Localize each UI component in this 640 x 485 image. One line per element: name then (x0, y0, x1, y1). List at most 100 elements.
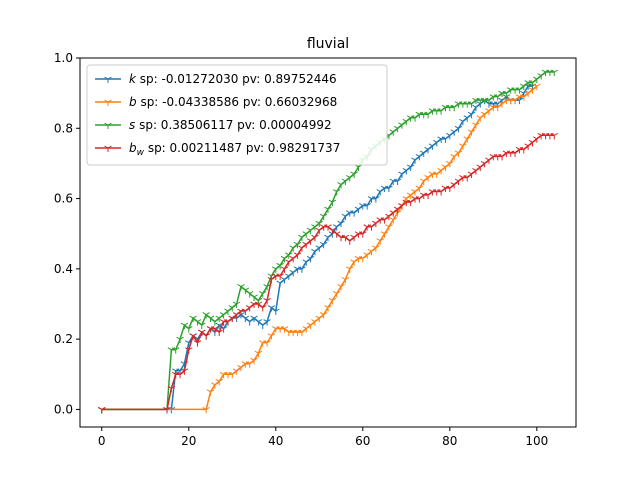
legend-box (86, 64, 388, 166)
data-point-k-19 (245, 319, 254, 326)
data-point-k-54 (398, 171, 406, 178)
data-point-b-19 (280, 326, 289, 333)
x-tick-label: 40 (268, 434, 283, 448)
data-point-b-40 (372, 245, 380, 252)
data-point-k-61 (428, 143, 437, 150)
data-point-k-27 (280, 276, 289, 284)
data-point-s-5 (180, 322, 189, 330)
data-point-k-64 (441, 136, 450, 143)
data-point-bw-17 (232, 312, 241, 319)
series-bw (98, 132, 558, 414)
data-point-bw-51 (380, 217, 389, 224)
data-point-k-32 (302, 259, 310, 266)
data-point-bw-9 (198, 329, 206, 337)
legend-marker (104, 76, 112, 83)
data-point-b-31 (332, 291, 341, 298)
data-point-bw-86 (533, 136, 541, 143)
data-point-bw-40 (332, 231, 341, 238)
data-point-s-16 (228, 305, 237, 312)
data-point-s-71 (467, 101, 476, 108)
data-point-s-6 (185, 326, 193, 333)
data-point-b-51 (419, 178, 428, 185)
data-point-bw-36 (315, 227, 324, 235)
data-point-s-85 (528, 80, 537, 87)
data-point-k-68 (459, 118, 467, 126)
data-point-s-11 (206, 315, 215, 323)
data-point-s-18 (237, 283, 245, 291)
data-point-s-35 (311, 224, 319, 231)
data-point-bw-5 (180, 368, 189, 375)
data-point-bw-34 (306, 238, 315, 245)
data-point-bw-75 (485, 157, 493, 164)
data-point-bw-48 (367, 224, 376, 231)
data-point-b-9 (237, 364, 245, 372)
data-point-s-19 (241, 287, 250, 294)
data-point-k-36 (319, 241, 328, 249)
data-point-s-64 (437, 108, 445, 115)
data-point-s-31 (293, 241, 302, 249)
data-point-s-83 (520, 83, 528, 91)
data-point-s-8 (193, 319, 202, 326)
data-point-b-54 (433, 171, 441, 178)
data-point-s-20 (245, 291, 254, 298)
data-point-b-41 (376, 238, 384, 245)
x-axis: 0 20 40 60 80 100 (98, 427, 548, 448)
data-point-b-56 (441, 164, 450, 171)
data-point-b-33 (341, 276, 350, 284)
data-point-k-26 (276, 280, 284, 287)
data-point-b-35 (350, 259, 358, 266)
x-tick-label: 60 (355, 434, 370, 448)
data-point-k-25 (272, 308, 280, 316)
data-point-b-69 (498, 101, 506, 108)
data-point-k-18 (241, 315, 250, 323)
data-point-k-48 (372, 196, 380, 203)
data-point-b-1 (202, 406, 210, 414)
data-point-b-58 (450, 153, 458, 161)
data-point-b-76 (528, 87, 537, 94)
data-point-k-44 (354, 206, 363, 214)
data-point-k-22 (258, 322, 267, 330)
data-point-s-7 (189, 315, 197, 323)
data-point-bw-68 (454, 178, 463, 185)
data-point-bw-19 (241, 308, 250, 316)
data-point-k-40 (337, 220, 345, 228)
data-point-b-2 (206, 389, 215, 396)
data-point-b-12 (250, 357, 258, 365)
data-point-bw-84 (524, 143, 532, 150)
data-point-s-27 (276, 262, 284, 270)
data-point-b-29 (324, 305, 332, 312)
legend-item-s: s sp: 0.38506117 pv: 0.00004992 (95, 118, 332, 132)
data-point-s-75 (485, 97, 493, 105)
data-point-k-71 (472, 104, 480, 112)
data-point-s-87 (537, 73, 545, 80)
data-point-s-40 (332, 189, 341, 196)
data-point-b-55 (437, 168, 445, 175)
data-point-s-23 (258, 291, 267, 298)
data-point-b-50 (415, 185, 424, 193)
data-point-k-62 (433, 139, 441, 147)
y-axis: 0.0 0.2 0.4 0.6 0.8 1.0 (54, 51, 80, 416)
data-point-b-44 (389, 217, 398, 224)
data-point-s-56 (402, 118, 411, 126)
legend-item-k: k sp: -0.01272030 pv: 0.89752446 (95, 72, 337, 86)
legend-label: s sp: 0.38506117 pv: 0.00004992 (129, 118, 332, 132)
data-point-bw-10 (202, 333, 210, 340)
data-point-s-54 (393, 125, 402, 133)
data-point-s-21 (250, 294, 258, 301)
data-point-s-32 (298, 234, 306, 242)
data-point-k-34 (311, 248, 319, 256)
data-point-b-4 (215, 378, 223, 386)
data-point-b-26 (311, 319, 319, 326)
data-point-bw-6 (185, 347, 193, 354)
data-point-b-66 (485, 108, 493, 115)
data-point-bw-38 (324, 224, 332, 231)
data-point-s-42 (341, 178, 350, 185)
data-point-b-61 (463, 136, 471, 143)
series-s (98, 69, 558, 414)
data-point-b-23 (298, 329, 306, 337)
x-tick-label: 80 (442, 434, 457, 448)
data-point-b-34 (346, 266, 354, 273)
legend-item-b: b sp: -0.04338586 pv: 0.66032968 (95, 95, 337, 109)
data-point-b-75 (524, 90, 532, 98)
legend-marker (104, 99, 112, 106)
